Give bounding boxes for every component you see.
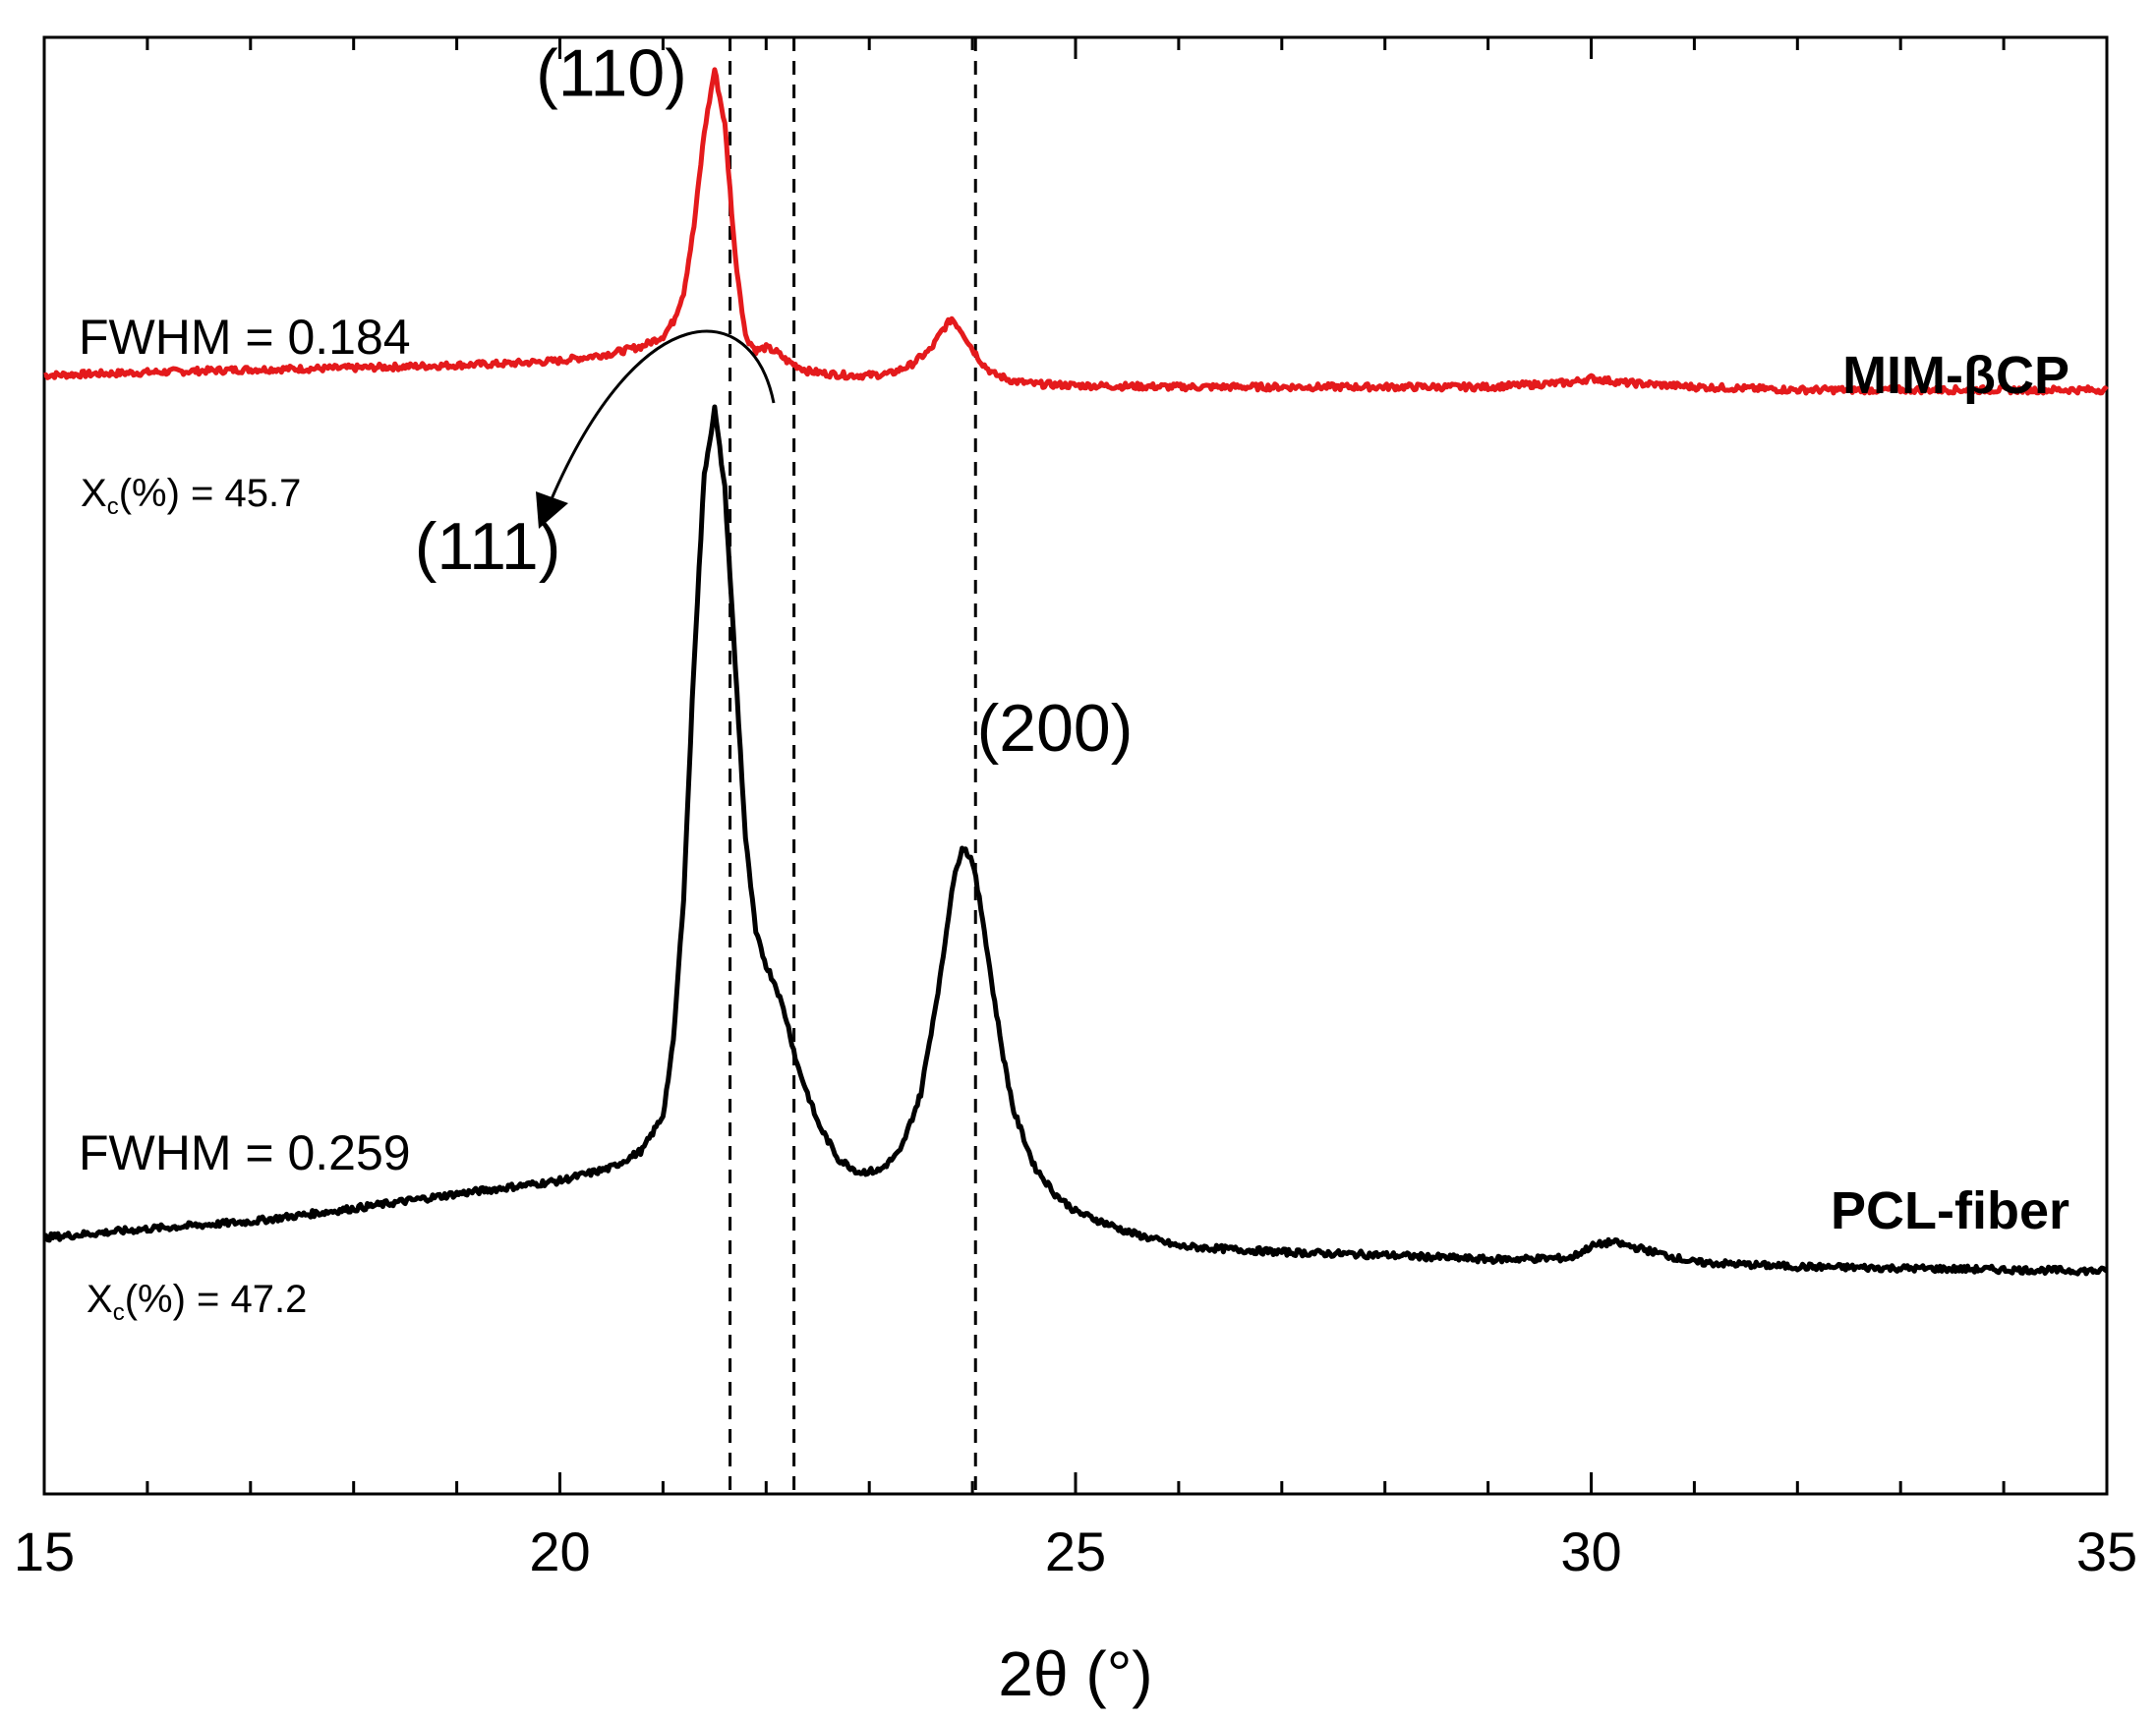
arrow-111-head	[536, 491, 568, 529]
peak-label-1: (111)	[415, 509, 561, 584]
x-axis-title: 2θ (°)	[998, 1638, 1152, 1709]
x-tick-label-30: 30	[1560, 1520, 1621, 1582]
x-axis-ticks	[42, 37, 2109, 1494]
peak-label-0: (110)	[536, 35, 687, 110]
reference-lines	[728, 37, 977, 1494]
x-tick-label-15: 15	[14, 1520, 75, 1582]
pcl-crystallinity-annotation: Xc(%) = 47.2	[87, 1278, 307, 1326]
series-label-pcl-fiber: PCL-fiber	[1831, 1181, 2069, 1240]
pcl-xc-symbol: X	[87, 1278, 113, 1321]
x-tick-label-20: 20	[529, 1520, 590, 1582]
pcl-fwhm-annotation: FWHM = 0.259	[79, 1125, 411, 1180]
x-tick-label-35: 35	[2076, 1520, 2137, 1582]
mim-crystallinity-annotation: Xc(%) = 45.7	[81, 472, 301, 520]
mim-xc-symbol: X	[81, 472, 107, 515]
series-label-mim-bcp: MIM-βCP	[1842, 346, 2069, 405]
arrow-111	[549, 329, 776, 502]
pcl-xc-subscript: c	[113, 1299, 125, 1326]
x-tick-label-25: 25	[1045, 1520, 1106, 1582]
series-lines	[43, 67, 2109, 1277]
series-line-mim-bcp	[43, 67, 2109, 396]
x-axis-tick-labels: 15 20 25 30 35	[14, 1520, 2137, 1582]
peak-labels: (110) (111) (200)	[415, 35, 1134, 766]
mim-xc-value: (%) = 45.7	[119, 472, 302, 515]
series-line-pcl-fiber	[43, 404, 2109, 1277]
mim-xc-subscript: c	[107, 493, 119, 520]
peak-label-2: (200)	[977, 691, 1134, 766]
mim-fwhm-annotation: FWHM = 0.184	[79, 310, 411, 365]
pcl-xc-value: (%) = 47.2	[125, 1278, 308, 1321]
